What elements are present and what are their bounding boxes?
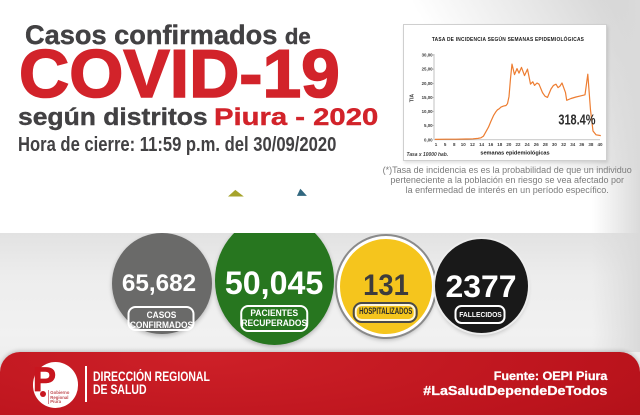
svg-text:36: 36 [579,142,585,147]
svg-text:38: 38 [588,142,594,147]
svg-text:34: 34 [570,142,576,147]
svg-text:0,00: 0,00 [424,137,433,142]
svg-text:5: 5 [444,142,447,147]
svg-text:30,00: 30,00 [422,53,434,58]
svg-text:10,00: 10,00 [422,109,434,114]
svg-text:semanas epidemiológicas: semanas epidemiológicas [480,151,549,157]
svg-text:TIA: TIA [410,94,416,103]
svg-text:15,00: 15,00 [422,95,434,100]
svg-text:TASA DE INCIDENCIA SEGÚN SEMAN: TASA DE INCIDENCIA SEGÚN SEMANAS EPIDEMI… [432,34,585,42]
svg-text:5,00: 5,00 [424,123,433,128]
svg-text:12: 12 [470,142,476,147]
svg-text:16: 16 [488,142,494,147]
svg-text:1: 1 [435,142,438,147]
svg-text:24: 24 [525,142,531,147]
svg-text:20: 20 [506,142,512,147]
svg-text:28: 28 [543,142,549,147]
svg-text:Tasa x 10000 hab.: Tasa x 10000 hab. [407,152,449,158]
svg-text:20,00: 20,00 [422,81,434,86]
svg-text:8: 8 [453,142,456,147]
svg-text:18: 18 [497,142,503,147]
svg-text:318.4%: 318.4% [558,111,595,128]
svg-text:10: 10 [461,142,467,147]
svg-text:32: 32 [561,142,567,147]
svg-text:25,00: 25,00 [422,67,434,72]
svg-text:14: 14 [479,142,485,147]
svg-text:26: 26 [534,142,540,147]
svg-text:40: 40 [597,142,603,147]
svg-text:22: 22 [515,142,521,147]
svg-text:30: 30 [552,142,558,147]
